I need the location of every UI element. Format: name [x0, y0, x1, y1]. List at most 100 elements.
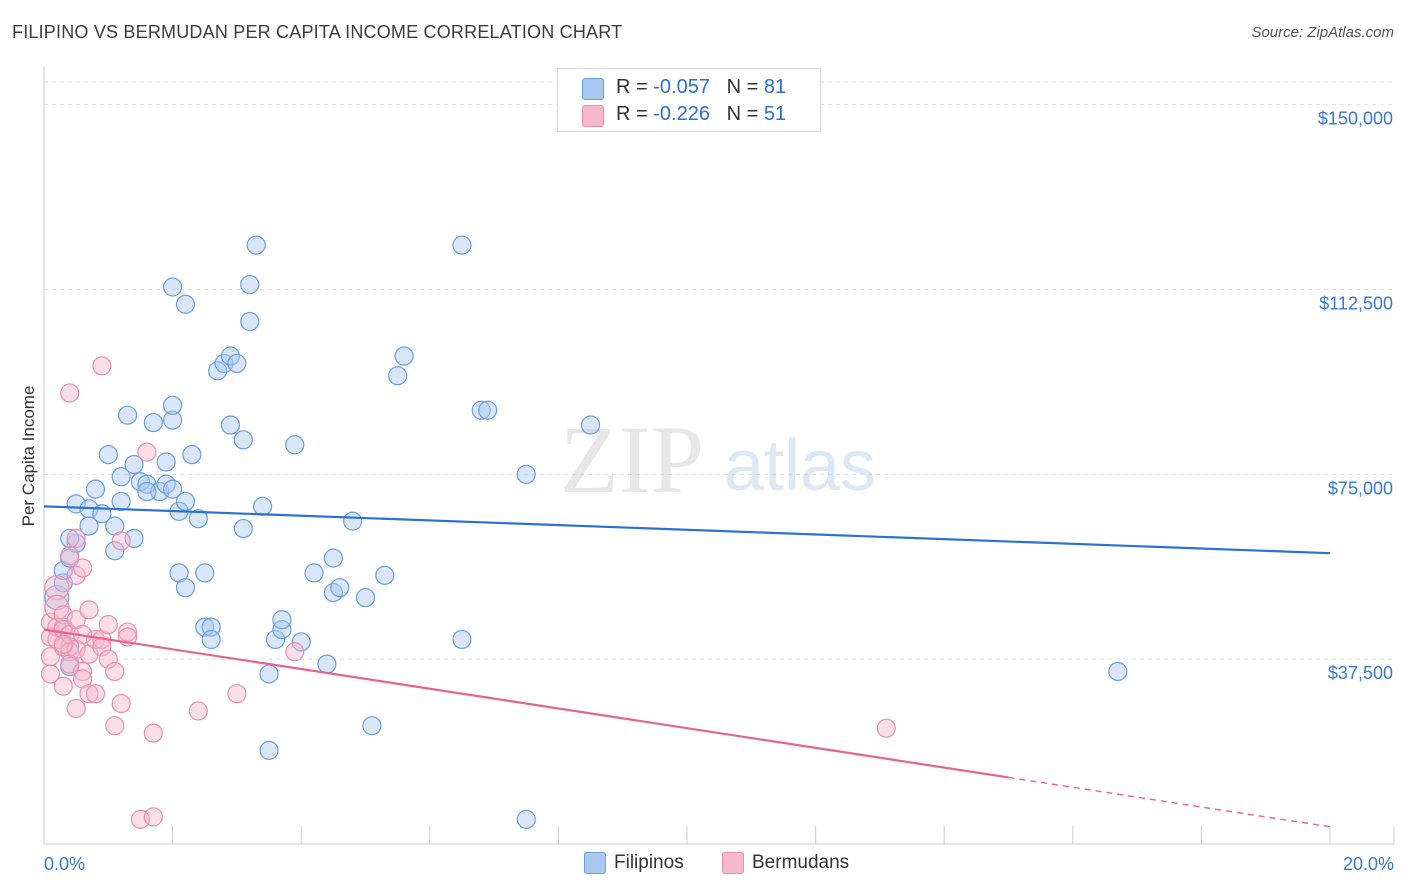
filipino-point [471, 400, 491, 420]
filipino-point [79, 516, 99, 536]
bermudan-point [60, 383, 80, 403]
y-tick-label: $75,000 [1328, 478, 1393, 498]
filipino-trend-line [43, 505, 1331, 555]
y-tick-label: $112,500 [1319, 293, 1393, 313]
legend-n-label: N = [726, 103, 759, 125]
bermudan-point [188, 701, 208, 721]
filipino-point [195, 563, 215, 583]
bermudan-point [79, 684, 99, 704]
bermudan-point [137, 442, 157, 462]
gridlines [44, 81, 1394, 660]
bermudan-point [98, 649, 118, 669]
x-tick-label-min: 0.0% [44, 854, 85, 874]
filipino-point [111, 491, 131, 512]
bermudan-point [92, 356, 112, 376]
filipino-point [343, 511, 363, 531]
bermudan-point [876, 718, 896, 738]
filipino-point [175, 491, 196, 512]
filipino-point [163, 479, 183, 499]
bottom-legend-swatch-filipino [584, 852, 606, 874]
filipino-point [516, 464, 536, 484]
filipino-point [452, 235, 472, 255]
filipino-point [291, 632, 311, 652]
y-axis-label: Per Capita Income [19, 386, 38, 527]
filipino-point [201, 629, 221, 650]
legend-n-label: N = [726, 76, 759, 98]
filipino-point [362, 716, 382, 736]
bermudan-trend-line-extrapolated [1008, 776, 1331, 828]
legend-n-value: 81 [763, 76, 787, 98]
filipino-point [1108, 661, 1128, 682]
y-tick-labels: $37,500 $75,000 $112,500 $150,000 [1318, 109, 1393, 684]
bottom-legend-label-filipino: Filipinos [614, 852, 684, 873]
bermudan-point [72, 661, 93, 682]
y-tick-label: $37,500 [1328, 663, 1393, 683]
filipino-point [163, 277, 183, 297]
source-label: Source: ZipAtlas.com [1251, 24, 1394, 41]
trend-lines [43, 505, 1331, 828]
filipino-point [66, 533, 86, 553]
filipino-point [208, 361, 228, 381]
filipino-point [285, 435, 305, 455]
filipino-point [259, 664, 279, 684]
filipino-point [111, 467, 131, 487]
legend-r-value: -0.226 [653, 103, 710, 125]
filipino-point [156, 474, 176, 494]
filipino-point [60, 528, 80, 549]
bermudan-point [40, 664, 61, 684]
filipino-point [253, 496, 273, 516]
filipino-point [105, 541, 125, 561]
bermudan-point [111, 531, 131, 551]
bermudan-point [143, 807, 163, 827]
legend-r-label: R = [616, 103, 648, 125]
bermudan-point [105, 661, 125, 682]
filipino-point [227, 353, 247, 374]
filipino-point [85, 479, 106, 499]
watermark: ZIP atlas [560, 406, 876, 513]
filipino-point [330, 578, 350, 598]
filipino-point [98, 445, 118, 465]
bermudan-point [66, 528, 86, 549]
filipino-point [220, 346, 241, 366]
bermudan-point [285, 642, 305, 662]
bermudan-points [40, 356, 896, 829]
bermudan-point [111, 693, 131, 714]
bermudan-point [66, 565, 86, 585]
filipino-point [317, 654, 337, 674]
bottom-legend-swatch-bermudan [722, 852, 744, 874]
bermudan-point [40, 647, 61, 667]
bermudan-point [53, 634, 73, 654]
filipino-point [117, 405, 138, 425]
x-tick-label-max: 20.0% [1343, 854, 1394, 874]
bermudan-point [98, 615, 118, 635]
filipino-point [137, 481, 157, 502]
bermudan-point [85, 684, 106, 704]
bermudan-point [66, 698, 86, 719]
filipino-point [272, 610, 292, 630]
filipino-point [163, 395, 183, 415]
bermudan-point [105, 716, 125, 736]
filipino-point [195, 617, 215, 637]
filipino-point [304, 563, 324, 583]
watermark-atlas: atlas [724, 426, 876, 506]
legend-r-value: -0.057 [653, 76, 710, 98]
bottom-legend-label-bermudan: Bermudans [752, 852, 850, 873]
filipino-point [323, 548, 343, 568]
filipino-point [175, 578, 196, 598]
filipino-point [240, 311, 260, 332]
filipino-point [220, 415, 241, 435]
filipino-point [355, 587, 376, 608]
filipino-point [188, 509, 208, 529]
filipino-point [259, 740, 279, 760]
filipino-point [124, 454, 144, 475]
filipino-point [452, 629, 472, 650]
watermark-zip: ZIP [560, 406, 704, 513]
bermudan-point [227, 684, 247, 704]
bermudan-point [44, 575, 70, 601]
filipino-point [182, 445, 202, 465]
axes [43, 66, 1395, 845]
chart-title: FILIPINO VS BERMUDAN PER CAPITA INCOME C… [12, 22, 623, 42]
filipino-point [233, 430, 253, 450]
filipino-point [246, 235, 266, 255]
